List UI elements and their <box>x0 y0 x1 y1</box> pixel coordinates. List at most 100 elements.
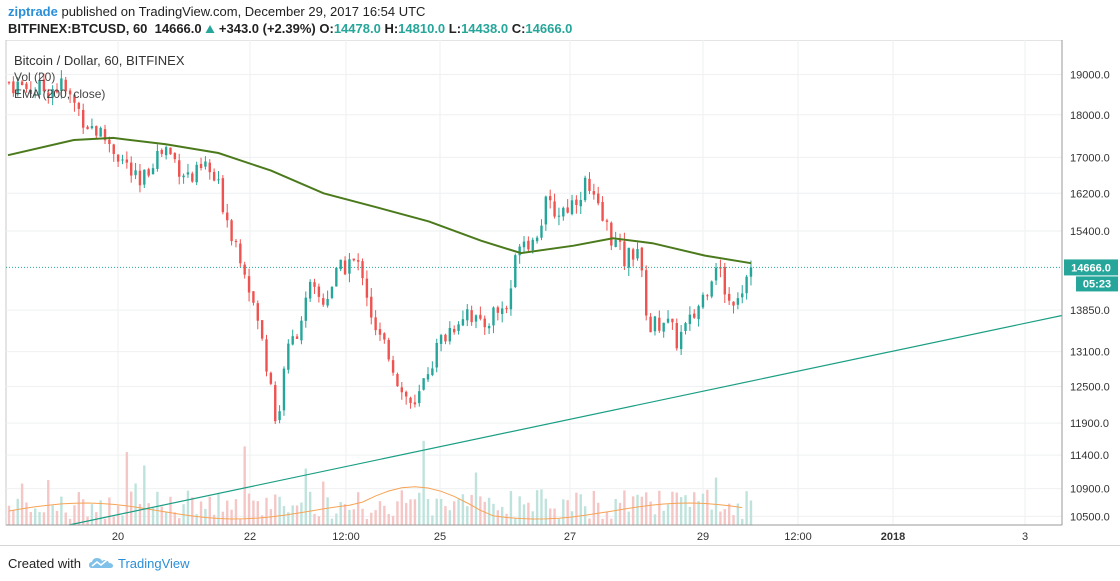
volume-bar <box>601 518 604 525</box>
candle-body <box>457 324 460 331</box>
volume-bar <box>518 496 521 525</box>
volume-bar <box>706 489 709 525</box>
volume-bar <box>151 507 155 525</box>
candle-body <box>714 267 718 281</box>
volume-bar <box>396 501 399 525</box>
volume-bar <box>308 491 312 525</box>
candle-body <box>605 220 609 222</box>
chart-header: ziptrade published on TradingView.com, D… <box>0 0 1120 40</box>
candle-body <box>295 336 299 339</box>
volume-bar <box>20 483 24 525</box>
volume-bar <box>627 511 630 525</box>
candle-body <box>173 153 177 160</box>
candle-body <box>588 178 591 192</box>
candle-body <box>470 310 473 323</box>
volume-bar <box>374 510 377 525</box>
candle-body <box>374 317 377 331</box>
volume-bar <box>575 492 578 525</box>
candle-body <box>636 249 639 259</box>
volume-bar <box>640 496 644 525</box>
candle-body <box>239 243 242 264</box>
candle-body <box>265 339 268 372</box>
candle-body <box>221 178 225 213</box>
candle-body <box>448 327 452 342</box>
volume-bar <box>444 506 447 525</box>
candle-body <box>527 240 530 250</box>
candle-body <box>365 278 369 298</box>
candle-body <box>287 343 290 370</box>
candle-body <box>579 200 582 207</box>
candle-body <box>55 89 59 93</box>
candle-body <box>662 322 665 332</box>
candle-body <box>186 172 190 175</box>
candle-body <box>99 127 102 137</box>
volume-bar <box>287 512 290 525</box>
candle-body <box>112 144 115 154</box>
y-tick-label: 10900.0 <box>1070 484 1110 496</box>
candle-body <box>592 191 596 195</box>
candle-body <box>116 154 120 162</box>
candle-body <box>466 309 469 321</box>
candle-body <box>514 255 517 288</box>
volume-bar <box>116 505 120 525</box>
candle-body <box>103 129 107 141</box>
x-tick-label: 3 <box>1022 531 1028 543</box>
volume-bar <box>33 508 37 525</box>
candle-body <box>204 161 207 167</box>
candle-body <box>38 80 41 95</box>
volume-bar <box>470 494 473 525</box>
volume-bar <box>522 504 526 525</box>
candle-body <box>671 318 674 323</box>
volume-bar <box>47 480 50 525</box>
candle-body <box>191 173 194 182</box>
volume-bar <box>466 506 469 525</box>
candle-body <box>378 329 382 335</box>
price-chart[interactable]: 19000.0 18000.0 17000.0 16200.0 15400.0 13850… <box>0 40 1120 545</box>
volume-bar <box>239 518 242 525</box>
volume-bar <box>457 499 460 525</box>
candle-body <box>25 83 28 89</box>
candle-body <box>544 196 548 225</box>
axes: 19000.0 18000.0 17000.0 16200.0 15400.0 13850… <box>6 40 1118 543</box>
volume-bar <box>492 503 495 525</box>
volume-bar <box>435 498 438 525</box>
candle-body <box>160 149 163 154</box>
candle-body <box>234 240 238 243</box>
volume-bar <box>693 492 696 525</box>
y-tick-label: 11400.0 <box>1070 450 1109 462</box>
candle-body <box>326 298 329 306</box>
candle-body <box>156 150 159 169</box>
candle-body <box>732 301 735 306</box>
candle-body <box>684 323 687 332</box>
volume-bar <box>12 510 15 525</box>
x-tick-label: 25 <box>434 531 446 543</box>
candle-body <box>352 258 356 261</box>
volume-bar <box>42 512 46 525</box>
volume-bar <box>448 510 452 525</box>
author-link[interactable]: ziptrade <box>8 4 58 19</box>
candle-body <box>540 225 543 238</box>
volume-bar <box>592 490 596 525</box>
plot-frame <box>5 40 1063 526</box>
candle-body <box>601 202 604 221</box>
volume-bar <box>164 511 168 525</box>
candle-body <box>557 215 561 217</box>
x-tick-label: 20 <box>112 531 124 543</box>
ema-line <box>7 136 752 265</box>
tradingview-link[interactable]: TradingView <box>118 556 190 571</box>
volume-bar <box>7 505 11 525</box>
trend-line <box>68 314 1063 526</box>
volume-bar <box>356 492 360 525</box>
candle-body <box>422 378 425 390</box>
candle-body <box>566 207 569 213</box>
volume-bar <box>256 501 259 525</box>
candle-body <box>178 160 181 177</box>
volume-bar <box>387 514 390 525</box>
close-value: 14666.0 <box>525 21 573 36</box>
candle-body <box>60 78 63 91</box>
x-tick-label: 29 <box>697 531 709 543</box>
volume-bar <box>295 505 299 525</box>
volume-bar <box>226 500 229 525</box>
candle-body <box>679 331 683 350</box>
candle-body <box>736 298 740 305</box>
